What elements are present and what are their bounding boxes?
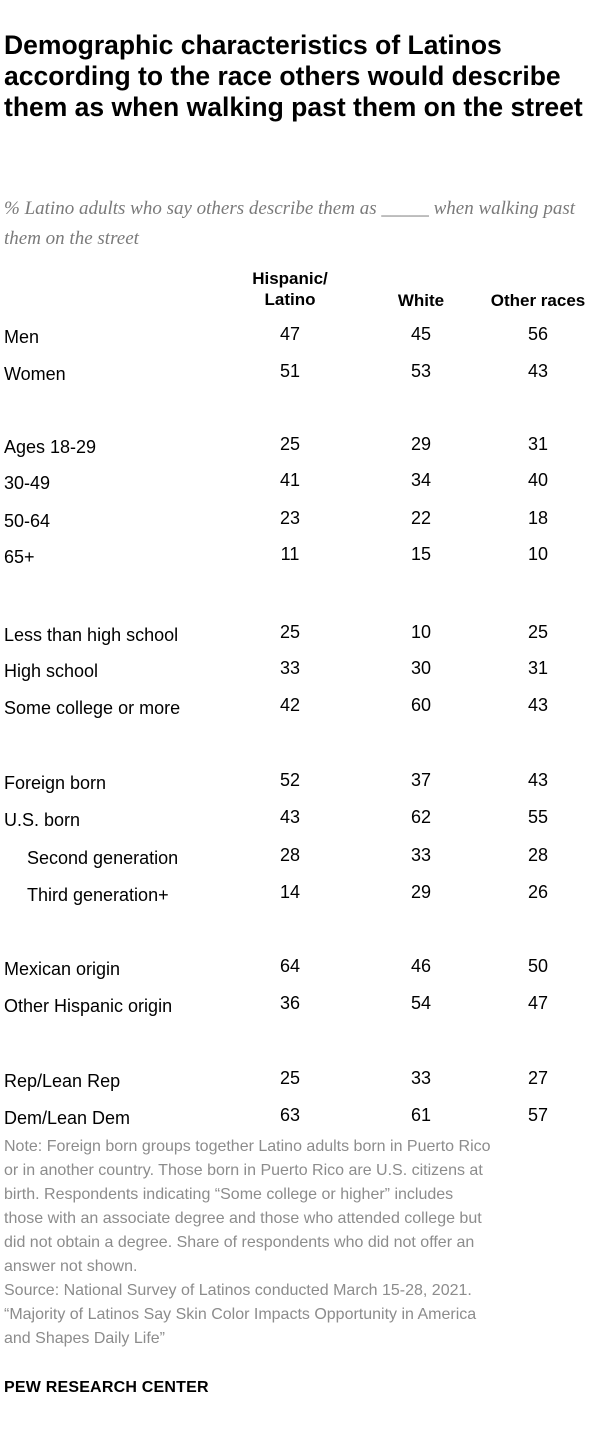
chart-notes: Note: Foreign born groups together Latin… [4,1135,596,1351]
row-label: Women [4,364,66,384]
note-line: or in another country. Those born in Pue… [4,1162,483,1179]
table-cell-white: 37 [410,770,432,790]
table-cell-hispanic: 43 [279,807,301,827]
row-label: 65+ [4,547,35,567]
table-cell-other: 56 [527,324,549,344]
row-label: 30-49 [4,473,51,493]
table-cell-other: 31 [527,658,549,678]
table-cell-white: 22 [410,508,432,528]
table-cell-white: 53 [410,361,432,381]
row-label: Mexican origin [4,959,121,979]
table-cell-other: 47 [527,993,549,1013]
source-footer: PEW RESEARCH CENTER [4,1379,209,1396]
table-cell-other: 55 [527,807,549,827]
table-cell-hispanic: 25 [279,1068,301,1088]
row-label: Less than high school [4,625,179,645]
table-cell-white: 30 [410,658,432,678]
column-header-line: Latino [264,290,316,309]
table-cell-other: 26 [527,882,549,902]
table-cell-white: 15 [410,544,432,564]
column-header-line: Hispanic/ [252,269,328,288]
note-line: Note: Foreign born groups together Latin… [4,1138,491,1155]
table-cell-hispanic: 36 [279,993,301,1013]
note-line: and Shapes Daily Life” [4,1330,165,1347]
row-label: Second generation [27,848,179,868]
table-cell-white: 60 [410,695,432,715]
table-cell-white: 46 [410,956,432,976]
column-header-line: Other races [490,291,586,310]
table-cell-white: 29 [410,882,432,902]
chart-subtitle: % Latino adults who say others describe … [4,198,576,249]
note-line: “Majority of Latinos Say Skin Color Impa… [4,1306,477,1323]
column-header-hispanic: Hispanic/Latino [225,268,355,310]
table-cell-white: 61 [410,1105,432,1125]
table-cell-other: 40 [527,470,549,490]
chart-title: Demographic characteristics of Latinos a… [4,30,583,122]
row-label: Rep/Lean Rep [4,1071,121,1091]
note-line: those with an associate degree and those… [4,1210,482,1227]
table-cell-hispanic: 51 [279,361,301,381]
row-label: U.S. born [4,810,81,830]
table-cell-hispanic: 14 [279,882,301,902]
note-line: birth. Respondents indicating “Some coll… [4,1186,454,1203]
table-cell-white: 45 [410,324,432,344]
table-cell-other: 43 [527,695,549,715]
row-label: High school [4,661,99,681]
note-line: answer not shown. [4,1258,138,1275]
table-cell-other: 43 [527,770,549,790]
table-cell-other: 28 [527,845,549,865]
table-cell-hispanic: 63 [279,1105,301,1125]
column-header-white: White [356,290,486,311]
table-cell-white: 10 [410,622,432,642]
table-cell-hispanic: 23 [279,508,301,528]
table-cell-other: 31 [527,434,549,454]
table-cell-other: 18 [527,508,549,528]
table-cell-white: 54 [410,993,432,1013]
table-cell-white: 33 [410,845,432,865]
table-cell-hispanic: 11 [280,544,300,564]
table-cell-white: 33 [410,1068,432,1088]
table-cell-hispanic: 42 [279,695,301,715]
row-label: Ages 18-29 [4,437,97,457]
row-label: Some college or more [4,698,181,718]
row-label: Third generation+ [27,885,169,905]
table-cell-other: 27 [527,1068,549,1088]
table-cell-other: 57 [527,1105,549,1125]
table-cell-hispanic: 47 [279,324,301,344]
row-label: Dem/Lean Dem [4,1108,131,1128]
column-header-other: Other races [473,290,599,311]
column-header-line: White [397,291,445,310]
row-label: Men [4,327,40,347]
table-cell-other: 25 [527,622,549,642]
table-cell-other: 10 [527,544,549,564]
table-cell-hispanic: 64 [279,956,301,976]
table-cell-white: 62 [410,807,432,827]
table-cell-white: 34 [410,470,432,490]
table-cell-white: 29 [410,434,432,454]
table-cell-other: 43 [527,361,549,381]
table-cell-hispanic: 25 [279,434,301,454]
table-cell-hispanic: 52 [279,770,301,790]
note-line: Source: National Survey of Latinos condu… [4,1282,472,1299]
note-line: did not obtain a degree. Share of respon… [4,1234,475,1251]
row-label: Other Hispanic origin [4,996,173,1016]
table-cell-other: 50 [527,956,549,976]
table-cell-hispanic: 33 [279,658,301,678]
table-cell-hispanic: 28 [279,845,301,865]
row-label: Foreign born [4,773,107,793]
table-cell-hispanic: 41 [279,470,301,490]
row-label: 50-64 [4,511,51,531]
table-cell-hispanic: 25 [279,622,301,642]
